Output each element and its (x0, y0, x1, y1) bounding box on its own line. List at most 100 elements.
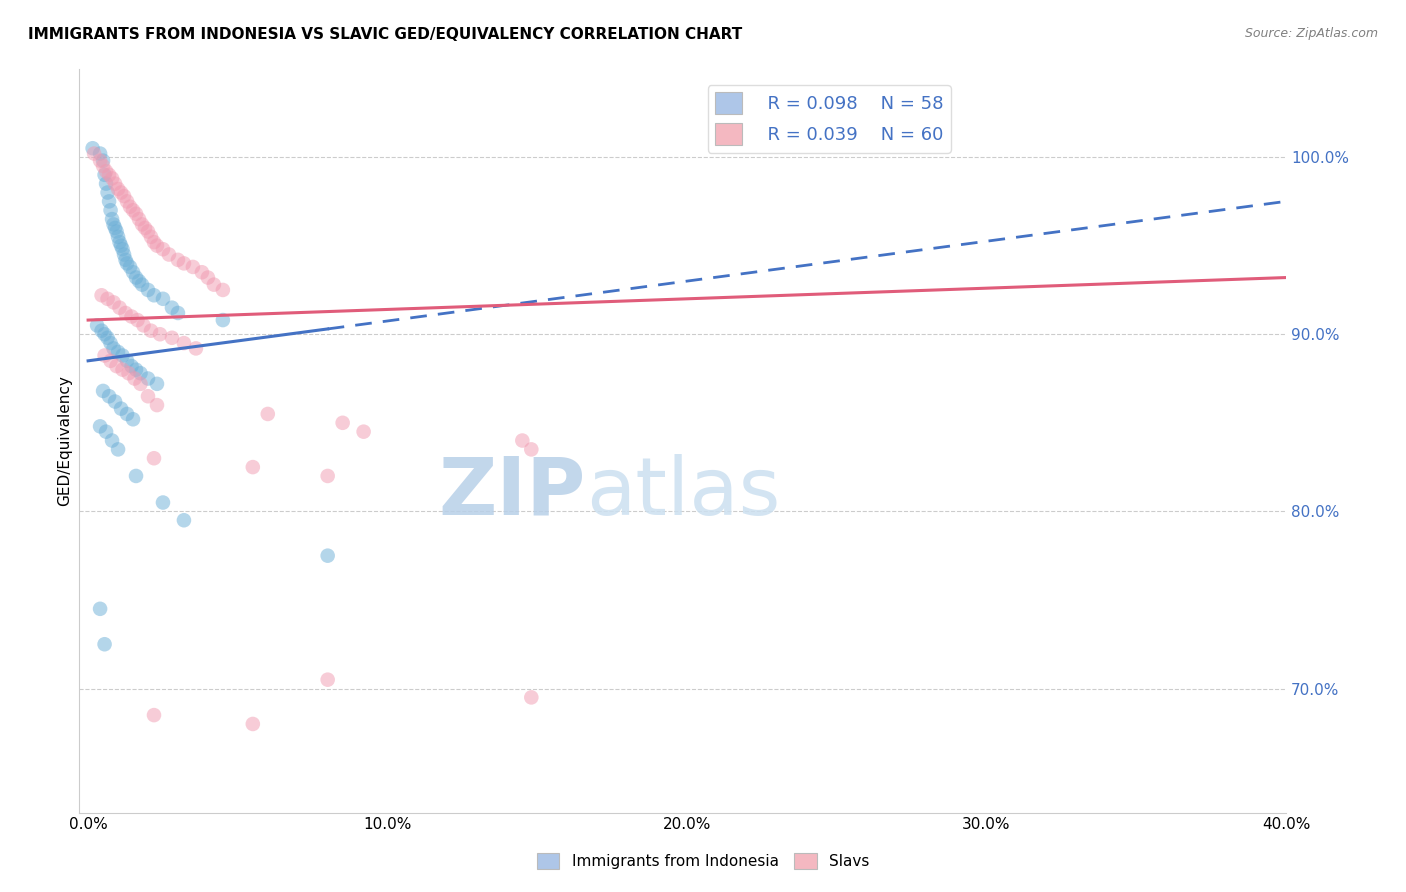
Point (98, 194, 121, 209)
Point (101, 434, 124, 448)
Point (520, 690, 543, 705)
Point (353, 425, 375, 439)
Point (91, 159, 114, 173)
Point (202, 277, 225, 292)
Point (105, 359, 128, 373)
Point (184, 342, 207, 356)
Point (242, 460, 264, 475)
Point (112, 247, 135, 261)
Point (101, 212, 124, 227)
Point (94, 425, 117, 439)
Point (118, 260, 141, 274)
Point (181, 260, 204, 274)
Point (146, 376, 169, 391)
Point (256, 407, 278, 421)
Point (512, 434, 534, 448)
Point (111, 349, 134, 363)
Point (89, 153, 111, 168)
Point (152, 242, 174, 256)
Point (83, 146, 105, 161)
Point (107, 182, 129, 196)
Point (105, 225, 128, 239)
Point (122, 203, 145, 218)
Point (122, 412, 145, 426)
Point (146, 398, 169, 412)
Point (111, 362, 134, 376)
Point (107, 229, 129, 244)
Point (191, 265, 214, 279)
Point (316, 469, 339, 483)
Point (115, 256, 138, 270)
Point (104, 221, 127, 235)
Point (127, 313, 149, 327)
Point (316, 673, 339, 687)
Point (125, 270, 148, 285)
Point (90, 324, 112, 338)
Point (136, 389, 159, 403)
Y-axis label: GED/Equivalency: GED/Equivalency (58, 376, 72, 506)
Point (93, 168, 115, 182)
Point (122, 265, 145, 279)
Legend:   R = 0.098    N = 58,   R = 0.039    N = 60: R = 0.098 N = 58, R = 0.039 N = 60 (707, 85, 950, 153)
Point (316, 549, 339, 563)
Text: Source: ZipAtlas.com: Source: ZipAtlas.com (1244, 27, 1378, 40)
Point (86, 318, 108, 333)
Point (108, 235, 131, 249)
Point (101, 171, 124, 186)
Point (89, 419, 111, 434)
Point (134, 221, 156, 235)
Point (173, 256, 195, 270)
Point (139, 229, 162, 244)
Point (143, 288, 166, 302)
Point (132, 318, 155, 333)
Point (173, 336, 195, 351)
Text: atlas: atlas (586, 454, 780, 532)
Point (97, 292, 120, 306)
Point (98, 168, 121, 182)
Point (94, 177, 117, 191)
Point (103, 295, 125, 310)
Point (129, 366, 152, 380)
Point (115, 353, 138, 368)
Legend: Immigrants from Indonesia, Slavs: Immigrants from Indonesia, Slavs (530, 847, 876, 875)
Point (90, 288, 112, 302)
Point (124, 371, 146, 385)
Point (103, 342, 125, 356)
Point (143, 451, 166, 466)
Point (114, 252, 136, 267)
Point (115, 194, 138, 209)
Point (197, 270, 219, 285)
Point (98, 389, 121, 403)
Point (121, 359, 143, 373)
Point (520, 442, 543, 457)
Point (100, 353, 122, 368)
Point (93, 637, 115, 651)
Point (118, 200, 141, 214)
Point (100, 203, 122, 218)
Point (117, 366, 139, 380)
Point (89, 146, 111, 161)
Point (108, 301, 131, 315)
Point (115, 407, 138, 421)
Point (121, 310, 143, 324)
Point (89, 602, 111, 616)
Point (212, 313, 235, 327)
Point (93, 327, 115, 342)
Point (152, 495, 174, 509)
Point (91, 153, 114, 168)
Point (125, 207, 148, 221)
Point (212, 283, 235, 297)
Point (97, 186, 120, 200)
Point (160, 301, 183, 315)
Point (128, 274, 150, 288)
Point (110, 401, 132, 416)
Point (152, 292, 174, 306)
Point (131, 218, 153, 232)
Point (107, 442, 129, 457)
Point (110, 186, 132, 200)
Point (146, 238, 169, 252)
Point (125, 469, 148, 483)
Point (93, 349, 115, 363)
Point (94, 164, 117, 178)
Point (332, 416, 354, 430)
